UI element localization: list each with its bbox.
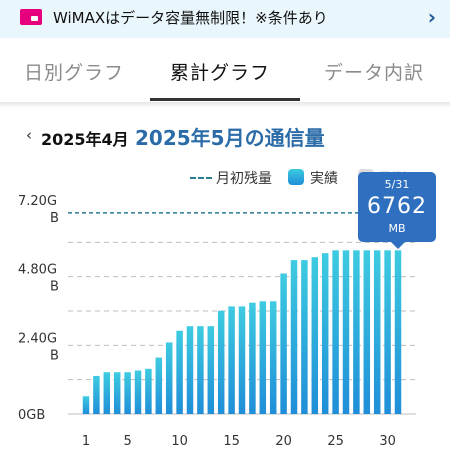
x-tick-label: 1 bbox=[82, 434, 90, 449]
usage-bar[interactable] bbox=[311, 257, 319, 414]
legend-actual-swatch bbox=[288, 169, 304, 185]
usage-bar[interactable] bbox=[155, 357, 163, 414]
tooltip-value: 6762 bbox=[367, 194, 427, 219]
legend-remaining-label: 月初残量 bbox=[216, 171, 272, 187]
bar-tooltip: 5/31 6762 MB bbox=[358, 172, 436, 249]
usage-bar[interactable] bbox=[259, 301, 267, 414]
usage-bar[interactable] bbox=[394, 250, 402, 414]
usage-bar[interactable] bbox=[93, 375, 100, 414]
usage-bar[interactable] bbox=[249, 302, 256, 414]
x-tick-label: 5 bbox=[123, 434, 131, 449]
usage-bar[interactable] bbox=[113, 372, 121, 414]
y-tick-label: 4.80G B bbox=[18, 263, 59, 295]
x-tick-label: 10 bbox=[171, 434, 188, 449]
usage-bar[interactable] bbox=[332, 250, 339, 414]
usage-bar[interactable] bbox=[321, 253, 329, 414]
current-month-title: 2025年5月の通信量 bbox=[135, 126, 325, 150]
usage-bar[interactable] bbox=[176, 330, 183, 414]
graph-tabs: 日別グラフ 累計グラフ データ内訳 bbox=[0, 38, 450, 102]
x-tick-label: 30 bbox=[379, 434, 396, 449]
legend-remaining-swatch bbox=[190, 177, 212, 179]
month-navigation: ‹ 2025年4月 2025年5月の通信量 bbox=[0, 120, 450, 156]
tooltip-date: 5/31 bbox=[384, 178, 410, 191]
prev-month-link[interactable]: 2025年4月 bbox=[41, 130, 129, 149]
usage-bar[interactable] bbox=[217, 310, 225, 414]
chevron-right-icon[interactable]: › bbox=[427, 5, 436, 29]
usage-bar[interactable] bbox=[269, 301, 277, 414]
chart-bars bbox=[82, 250, 402, 414]
chevron-left-icon[interactable]: ‹ bbox=[26, 126, 32, 144]
usage-bar[interactable] bbox=[384, 250, 391, 414]
usage-bar[interactable] bbox=[342, 250, 350, 414]
active-tab-indicator bbox=[150, 98, 300, 101]
usage-bar[interactable] bbox=[165, 342, 173, 414]
tab-cumulative-graph[interactable]: 累計グラフ bbox=[170, 62, 271, 84]
banner-text[interactable]: WiMAXはデータ容量無制限！※条件あり bbox=[53, 9, 328, 27]
tab-daily-graph[interactable]: 日別グラフ bbox=[24, 62, 125, 84]
usage-bar[interactable] bbox=[238, 306, 246, 414]
x-tick-label: 25 bbox=[327, 434, 344, 449]
usage-bar[interactable] bbox=[186, 326, 194, 414]
usage-bar[interactable] bbox=[373, 250, 381, 414]
legend-actual-label: 実績 bbox=[310, 171, 338, 187]
usage-bar[interactable] bbox=[301, 260, 308, 414]
usage-bar[interactable] bbox=[290, 260, 298, 414]
usage-bar[interactable] bbox=[145, 368, 152, 414]
usage-bar[interactable] bbox=[124, 372, 131, 414]
promo-banner[interactable]: WiMAXはデータ容量無制限！※条件あり › bbox=[0, 0, 450, 38]
tooltip-unit: MB bbox=[388, 222, 406, 235]
y-tick-label: 7.20G B bbox=[18, 194, 59, 226]
usage-bar[interactable] bbox=[207, 326, 215, 414]
usage-bar[interactable] bbox=[363, 250, 371, 414]
x-axis-ticks: 1 5 10 15 20 25 30 bbox=[82, 434, 396, 449]
y-tick-label: 0GB bbox=[18, 408, 45, 423]
y-tick-label: 2.40G B bbox=[18, 331, 59, 363]
tabs-divider bbox=[0, 102, 450, 108]
usage-bar[interactable] bbox=[82, 396, 90, 414]
usage-bar[interactable] bbox=[280, 273, 287, 414]
x-tick-label: 15 bbox=[223, 434, 240, 449]
wimax-router-icon bbox=[20, 9, 42, 25]
usage-bar[interactable] bbox=[197, 326, 204, 414]
x-tick-label: 20 bbox=[275, 434, 292, 449]
usage-bar[interactable] bbox=[134, 370, 142, 414]
usage-bar[interactable] bbox=[353, 250, 360, 414]
y-axis-ticks: 0GB 2.40G B 4.80G B 7.20G B bbox=[18, 194, 59, 423]
tab-data-breakdown[interactable]: データ内訳 bbox=[324, 62, 425, 84]
usage-bar[interactable] bbox=[103, 372, 111, 414]
usage-bar[interactable] bbox=[228, 306, 235, 414]
